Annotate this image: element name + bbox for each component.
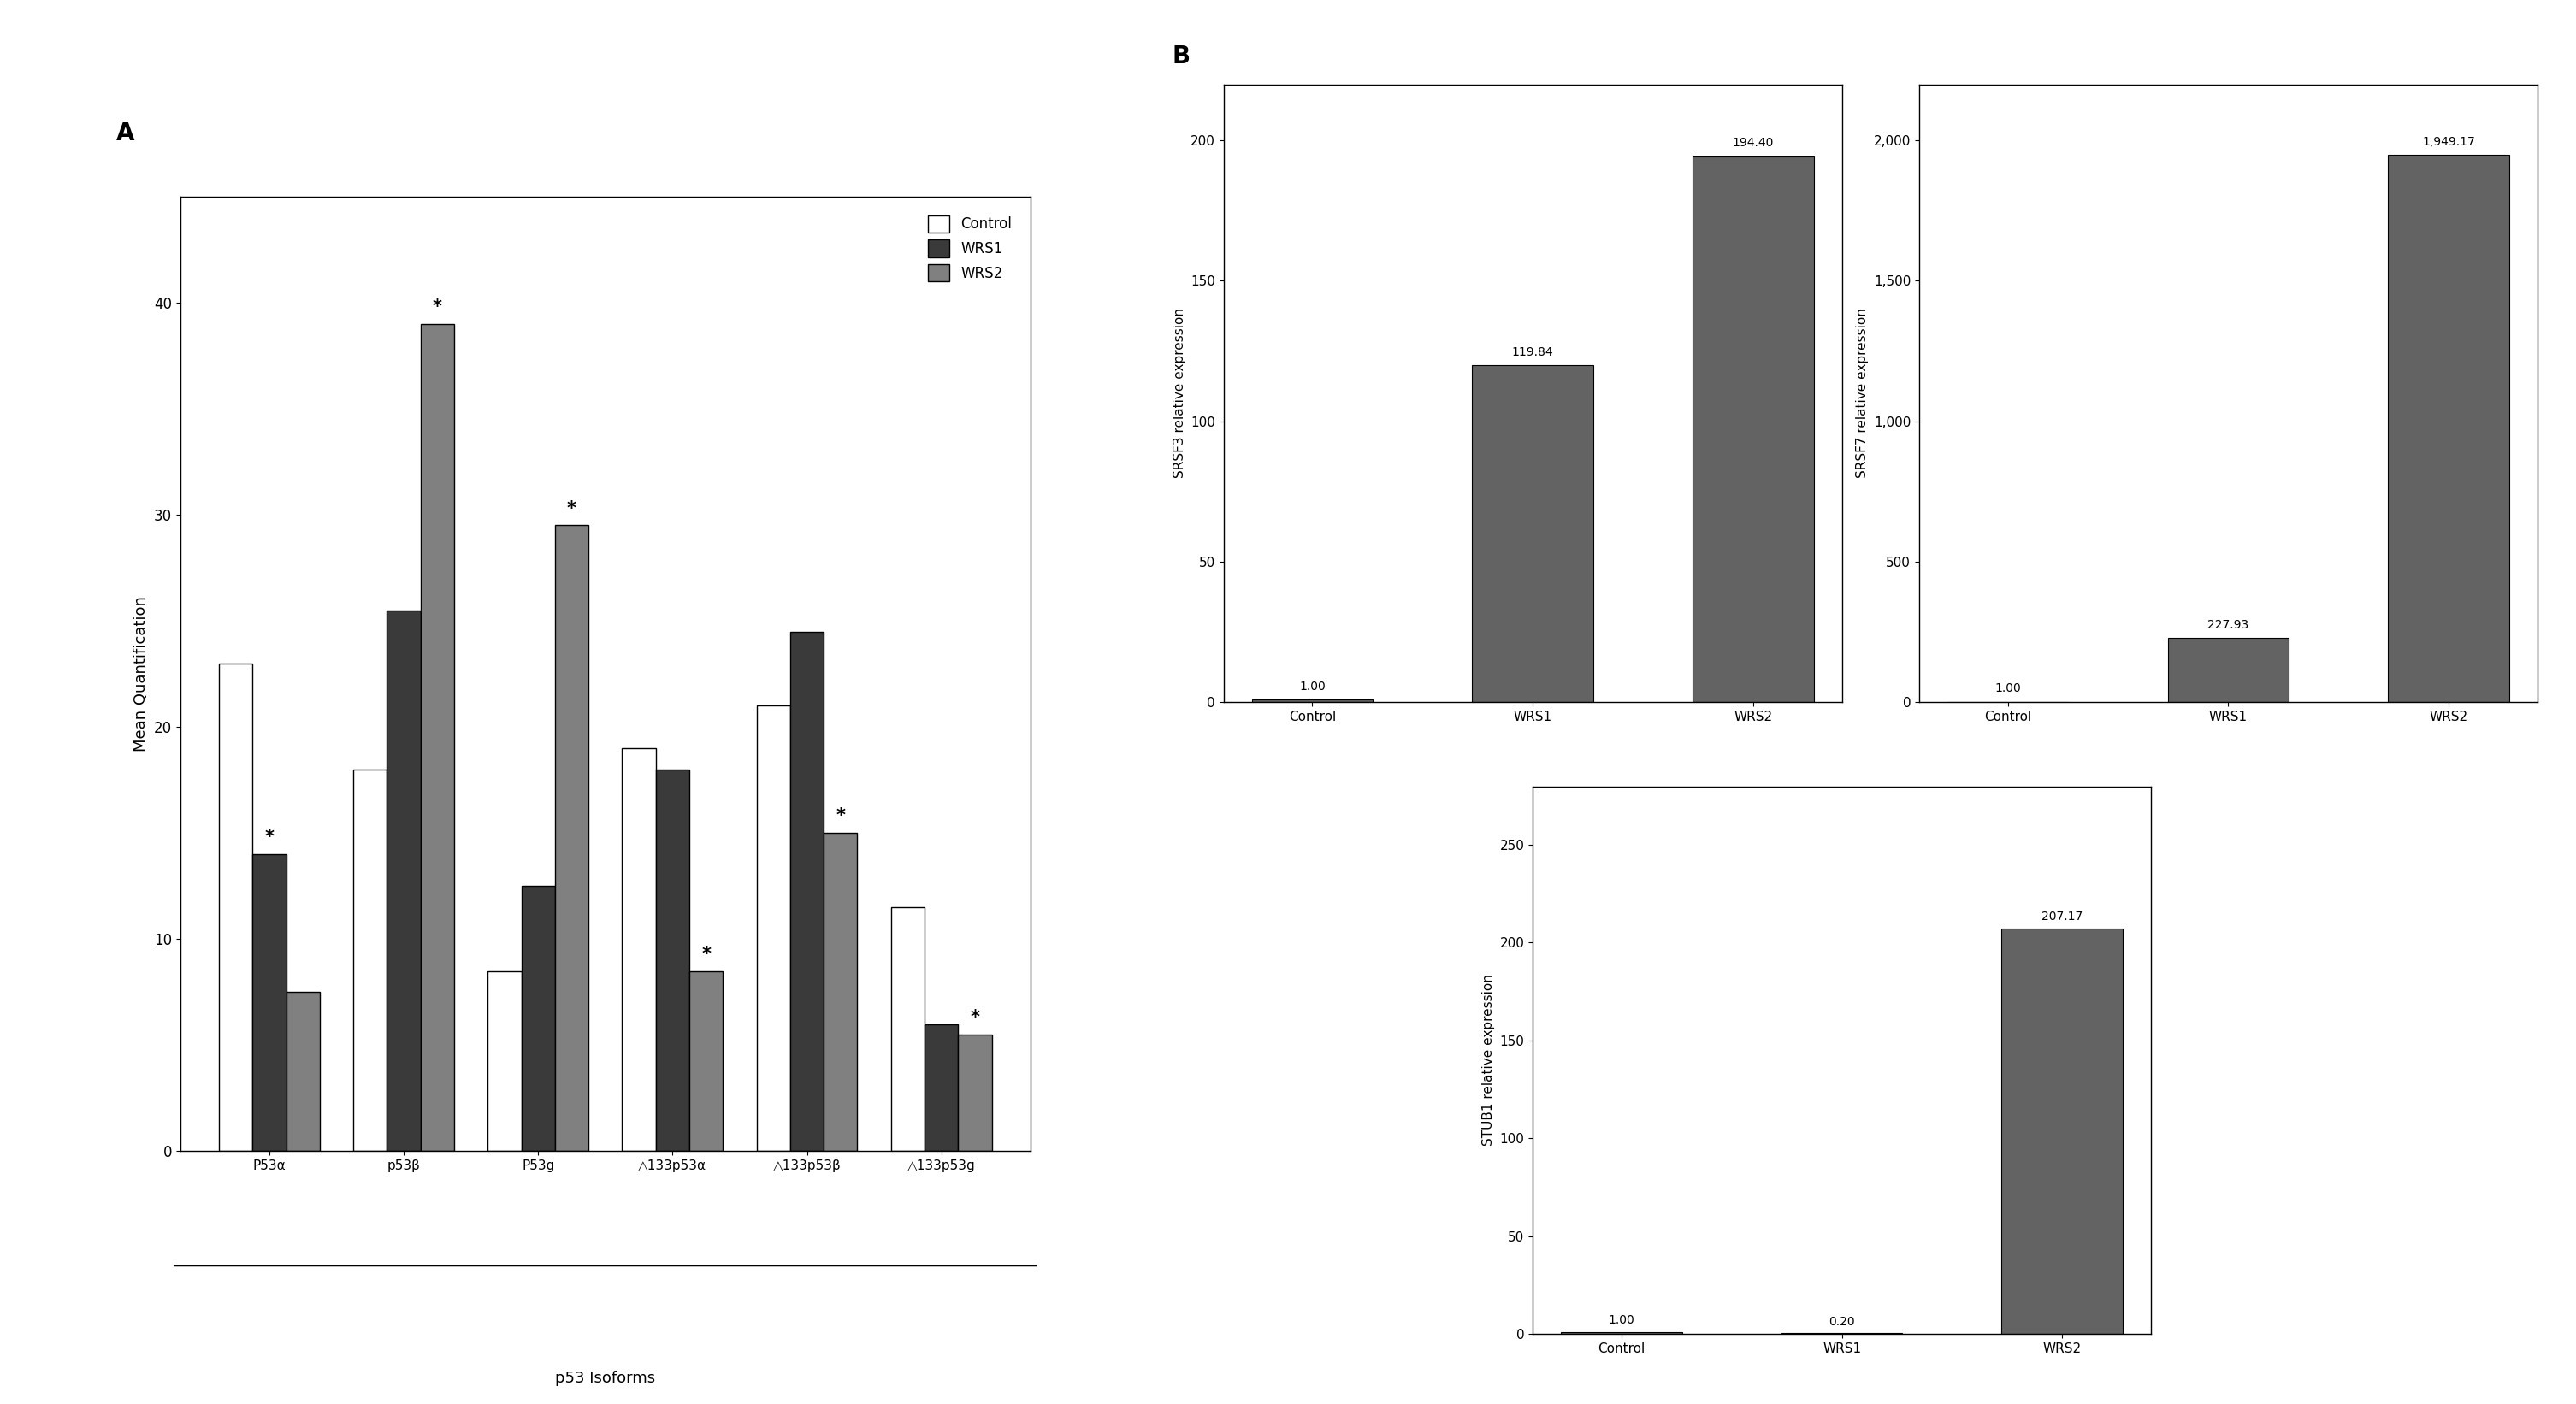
Text: *: * <box>701 945 711 963</box>
Legend: Control, WRS1, WRS2: Control, WRS1, WRS2 <box>917 204 1023 293</box>
Y-axis label: SRSF3 relative expression: SRSF3 relative expression <box>1172 307 1185 479</box>
Bar <box>757 706 791 1151</box>
Text: *: * <box>265 828 273 845</box>
Y-axis label: SRSF7 relative expression: SRSF7 relative expression <box>1857 307 1870 479</box>
Bar <box>690 972 724 1151</box>
Bar <box>252 854 286 1151</box>
Text: 1.00: 1.00 <box>1607 1314 1636 1325</box>
Text: 1,949.17: 1,949.17 <box>2421 136 2476 147</box>
Bar <box>657 769 690 1151</box>
Bar <box>958 1035 992 1151</box>
Text: B: B <box>1172 45 1190 69</box>
Bar <box>925 1024 958 1151</box>
Bar <box>219 663 252 1151</box>
Text: 0.20: 0.20 <box>1829 1316 1855 1328</box>
Bar <box>1471 365 1595 702</box>
Text: 1.00: 1.00 <box>1994 682 2022 695</box>
Bar <box>1252 699 1373 702</box>
Text: A: A <box>116 122 134 146</box>
Bar <box>386 611 420 1151</box>
Text: 119.84: 119.84 <box>1512 347 1553 358</box>
Bar <box>420 324 453 1151</box>
Text: 1.00: 1.00 <box>1298 680 1327 692</box>
Bar <box>520 886 554 1151</box>
Y-axis label: Mean Quantification: Mean Quantification <box>134 597 149 751</box>
Bar <box>824 833 858 1151</box>
Text: *: * <box>567 500 577 517</box>
Text: 194.40: 194.40 <box>1734 138 1775 149</box>
Bar <box>1692 156 1814 702</box>
Bar <box>487 972 520 1151</box>
Bar <box>791 632 824 1151</box>
Bar <box>286 993 319 1151</box>
Bar <box>1561 1332 1682 1334</box>
Text: *: * <box>835 807 845 824</box>
Bar <box>623 748 657 1151</box>
Text: *: * <box>433 298 443 316</box>
Bar <box>2388 154 2509 702</box>
Bar <box>353 769 386 1151</box>
Bar <box>554 525 587 1151</box>
Bar <box>2002 928 2123 1334</box>
Y-axis label: STUB1 relative expression: STUB1 relative expression <box>1481 974 1494 1146</box>
Text: 207.17: 207.17 <box>2043 911 2084 922</box>
Text: 227.93: 227.93 <box>2208 619 2249 630</box>
Text: *: * <box>971 1009 979 1026</box>
Bar <box>2166 637 2290 702</box>
Bar <box>891 907 925 1151</box>
Text: p53 Isoforms: p53 Isoforms <box>556 1370 654 1386</box>
